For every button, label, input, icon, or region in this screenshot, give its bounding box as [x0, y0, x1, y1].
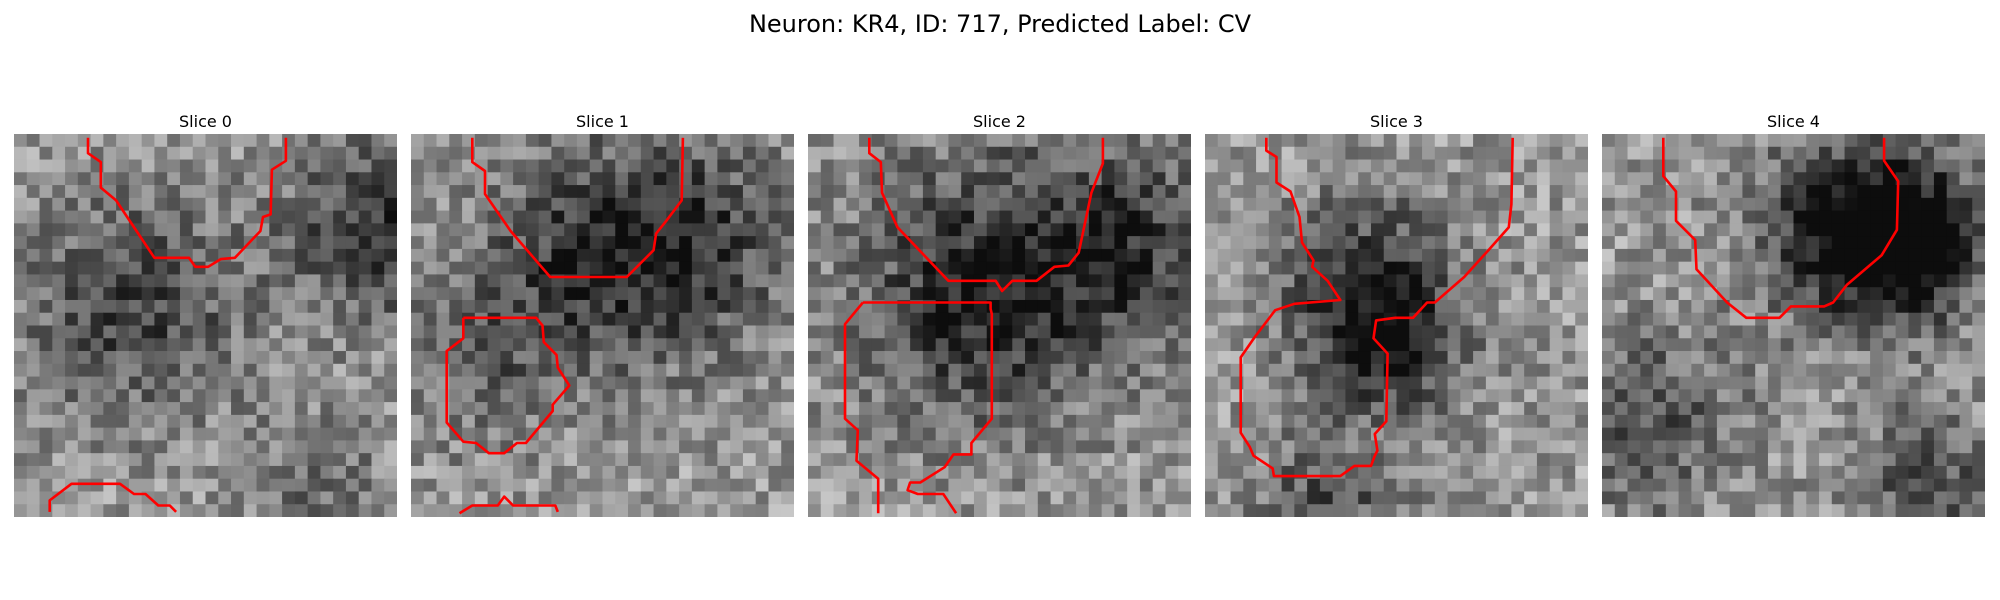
slice-image [1602, 134, 1985, 517]
grayscale-texture [411, 134, 794, 517]
grayscale-texture [14, 134, 397, 517]
slice-image [808, 134, 1191, 517]
slice-panel-0: Slice 0 [14, 112, 397, 517]
slice-panel-3: Slice 3 [1205, 112, 1588, 517]
slice-panel-2: Slice 2 [808, 112, 1191, 517]
grayscale-texture [808, 134, 1191, 517]
slice-panel-4: Slice 4 [1602, 112, 1985, 517]
slice-title: Slice 1 [411, 112, 794, 132]
slice-image [411, 134, 794, 517]
slice-title: Slice 0 [14, 112, 397, 132]
slice-title: Slice 3 [1205, 112, 1588, 132]
slice-image [14, 134, 397, 517]
slice-image [1205, 134, 1588, 517]
slice-title: Slice 2 [808, 112, 1191, 132]
figure-title: Neuron: KR4, ID: 717, Predicted Label: C… [0, 10, 2000, 38]
grayscale-texture [1602, 134, 1985, 517]
slice-title: Slice 4 [1602, 112, 1985, 132]
slice-panel-1: Slice 1 [411, 112, 794, 517]
